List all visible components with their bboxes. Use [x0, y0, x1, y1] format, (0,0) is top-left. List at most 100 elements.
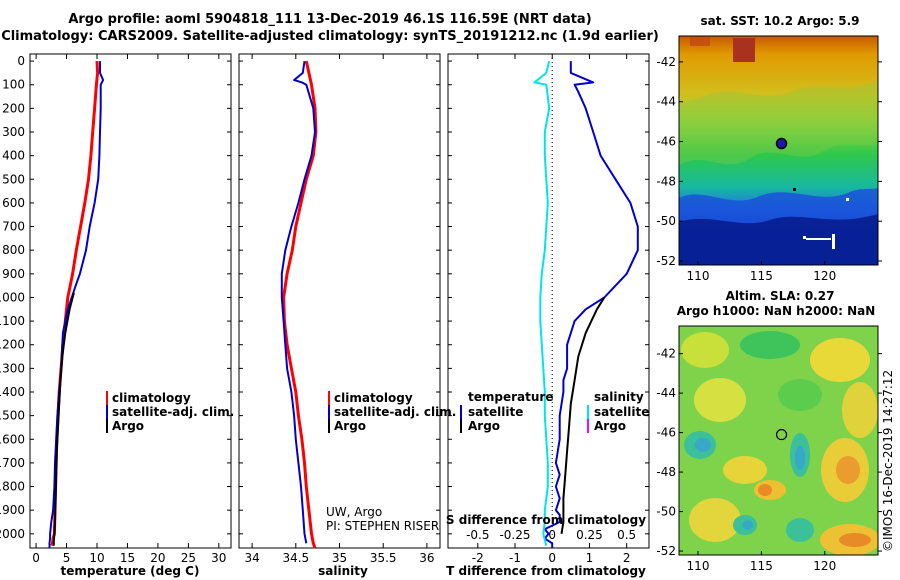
legend-heading-salinity: salinity [594, 390, 644, 404]
lat-tick-label: -44 [656, 95, 676, 109]
salinity-difference-legend: salinity satellite Argo [587, 390, 649, 433]
x-tick-label: 0 [548, 551, 556, 565]
depth-tick-label: 1400 [0, 385, 25, 399]
lat-tick-label: -48 [656, 174, 676, 188]
sst-map-image [679, 36, 878, 265]
legend-label-argo: Argo [334, 419, 366, 433]
depth-tick-label: 1700 [0, 456, 25, 470]
series-line-salinity-satellite [533, 60, 551, 546]
x-tick-label: 36 [419, 551, 434, 565]
legend-heading-temperature: temperature [468, 390, 553, 404]
depth-tick-label: 100 [2, 78, 25, 92]
s-difference-tick-label: 0.25 [576, 528, 603, 542]
sst-map-title: sat. SST: 10.2 Argo: 5.9 [700, 14, 859, 28]
x-tick-label: 1 [586, 551, 594, 565]
temperature-panel: 0 5 10 15 20 25 30 [32, 54, 226, 565]
legend-label-t-satellite: satellite [468, 405, 523, 419]
depth-tick-label: 2000 [0, 527, 25, 541]
difference-panel-frame [447, 53, 650, 549]
depth-tick-label: 1000 [0, 290, 25, 304]
lon-tick-label: 120 [813, 269, 836, 283]
depth-tick-label: 800 [2, 243, 25, 257]
legend-label-t-argo: Argo [468, 419, 500, 433]
depth-tick-label: 900 [2, 267, 25, 281]
sla-map-subtitle: Argo h1000: NaN h2000: NaN [677, 304, 876, 318]
temperature-panel-frame [29, 53, 232, 549]
lon-tick-label: 115 [750, 559, 773, 573]
lat-tick-label: -52 [656, 544, 676, 558]
x-tick-label: 34 [244, 551, 259, 565]
legend-label-satellite: satellite-adj. clim. [112, 405, 234, 419]
salinity-panel-frame [238, 53, 441, 549]
depth-tick-label: 0 [17, 54, 25, 68]
temperature-axis-label: temperature (deg C) [61, 564, 200, 578]
lon-tick-label: 115 [750, 269, 773, 283]
depth-tick-label: 700 [2, 220, 25, 234]
s-difference-axis-label: S difference from climatology [446, 513, 646, 527]
series-line-climatology [50, 61, 100, 546]
lon-tick-label: 120 [813, 559, 836, 573]
lon-tick-label: 110 [687, 559, 710, 573]
lat-tick-label: -52 [656, 254, 676, 268]
x-tick-label: 34.5 [282, 551, 309, 565]
principal-investigator-annotation: PI: STEPHEN RISER [326, 519, 439, 533]
series-line-temperature-satellite [543, 61, 639, 548]
depth-tick-label: 200 [2, 101, 25, 115]
x-tick-label: 25 [181, 551, 196, 565]
legend-label-satellite: satellite-adj. clim. [334, 405, 456, 419]
x-tick-label: 5 [63, 551, 71, 565]
legend-label-argo: Argo [112, 419, 144, 433]
lat-tick-label: -50 [656, 505, 676, 519]
series-line-climatology [282, 60, 318, 549]
s-difference-tick-label: -0.25 [499, 528, 530, 542]
x-tick-label: 35.5 [370, 551, 397, 565]
x-tick-label: 0 [32, 551, 40, 565]
lat-tick-label: -42 [656, 55, 676, 69]
salinity-panel: 34 34.5 35 35.5 36 [244, 54, 435, 565]
depth-tick-label: 500 [2, 172, 25, 186]
series-line-temperature-argo [560, 296, 606, 534]
depth-tick-label: 600 [2, 196, 25, 210]
depth-tick-label: 1200 [0, 338, 25, 352]
depth-tick-label: 1900 [0, 503, 25, 517]
x-tick-label: -1 [509, 551, 521, 565]
depth-tick-label: 1500 [0, 409, 25, 423]
plot-title: Argo profile: aoml 5904818_111 13-Dec-20… [68, 12, 592, 27]
lon-tick-label: 110 [687, 269, 710, 283]
lat-tick-label: -42 [656, 347, 676, 361]
depth-tick-label: 1600 [0, 432, 25, 446]
copyright-credit: ©IMOS 16-Dec-2019 14:27:12 [881, 370, 895, 552]
legend-label-climatology: climatology [112, 391, 191, 405]
depth-tick-label: 1800 [0, 480, 25, 494]
series-line-satellite-adj-clim- [280, 60, 316, 544]
sla-map-axes: -42 -44 -46 -48 -50 -52 110 115 120 [656, 347, 882, 573]
lat-tick-label: -46 [656, 135, 676, 149]
x-tick-label: 30 [211, 551, 226, 565]
argo-position-marker [775, 137, 788, 150]
lat-tick-label: -44 [656, 386, 676, 400]
x-tick-label: 15 [120, 551, 135, 565]
x-tick-label: 10 [89, 551, 104, 565]
s-difference-tick-label: 0.5 [617, 528, 636, 542]
sla-map-title: Altim. SLA: 0.27 [726, 289, 835, 303]
salinity-legend: climatology satellite-adj. clim. Argo [328, 391, 456, 433]
lat-tick-label: -48 [656, 465, 676, 479]
depth-axis: 0 100 200 300 400 500 600 700 800 900 1000 1100 1200… [0, 54, 649, 541]
series-line-satellite-adj-clim- [48, 61, 105, 548]
depth-tick-label: 1100 [0, 314, 25, 328]
sst-map-axes: -42 -44 -46 -48 -50 -52 110 115 120 [656, 55, 882, 283]
x-tick-label: 20 [150, 551, 165, 565]
series-line-argo [52, 292, 75, 546]
x-tick-label: 2 [623, 551, 631, 565]
salinity-axis-label: salinity [318, 564, 368, 578]
argo-position-marker [775, 428, 788, 441]
plot-subtitle: Climatology: CARS2009. Satellite-adjuste… [1, 29, 659, 44]
temperature-difference-legend: temperature satellite Argo [460, 390, 553, 433]
t-difference-axis-label: T difference from climatology [446, 564, 646, 578]
legend-label-climatology: climatology [334, 391, 413, 405]
legend-label-s-satellite: satellite [594, 405, 649, 419]
depth-tick-label: 400 [2, 149, 25, 163]
temperature-legend: climatology satellite-adj. clim. Argo [106, 391, 234, 433]
